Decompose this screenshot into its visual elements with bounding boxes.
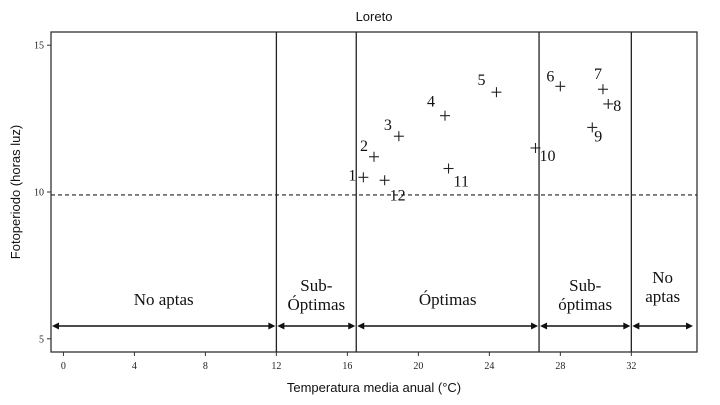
y-axis-label: Fotoperiodo (horas luz) [8,125,23,259]
point-label: 12 [390,187,406,204]
data-point-6: 6 [546,68,566,92]
x-tick-label: 28 [555,361,565,372]
point-label: 6 [546,68,554,85]
point-label: 9 [594,128,602,145]
point-label: 2 [360,138,368,155]
zone-label: No aptas [134,290,194,309]
x-tick-label: 0 [61,361,66,372]
x-tick-label: 12 [271,361,281,372]
point-label: 4 [427,94,435,111]
point-label: 3 [384,117,392,134]
x-tick-label: 20 [413,361,423,372]
data-point-2: 2 [360,138,379,162]
chart-title: Loreto [356,9,393,24]
x-axis-ticks: 0 4 8 12 16 20 24 28 32 [61,352,636,372]
zone-boundary-lines [275,32,632,352]
data-point-9: 9 [587,122,602,145]
data-point-11: 11 [443,163,469,191]
zone-label: No [652,268,673,287]
data-point-3: 3 [384,117,404,142]
point-label: 10 [540,148,556,165]
data-point-10: 10 [530,142,556,165]
point-label: 5 [477,72,485,89]
point-label: 1 [348,167,356,184]
data-point-7: 7 [594,66,608,95]
x-tick-label: 4 [132,361,137,372]
data-point-4: 4 [427,94,450,121]
zone-label: óptimas [558,295,612,314]
data-point-1: 1 [348,167,369,184]
zone-label: Sub- [300,276,332,295]
zone-label: Sub- [569,276,601,295]
y-axis-ticks: 5 10 15 [34,41,51,345]
zone-label: Óptimas [288,295,346,314]
point-label: 8 [613,98,621,115]
x-tick-label: 8 [203,361,208,372]
point-label: 7 [594,66,602,83]
data-point-12: 12 [379,175,406,204]
point-label: 11 [454,174,469,191]
x-tick-label: 16 [342,361,352,372]
y-tick-label: 5 [39,334,44,345]
data-point-8: 8 [603,98,621,115]
y-tick-label: 10 [34,188,44,199]
zone-label: Óptimas [419,290,477,309]
x-tick-label: 32 [626,361,636,372]
x-tick-label: 24 [484,361,494,372]
y-tick-label: 15 [34,41,44,52]
zone-label: aptas [645,287,680,306]
x-axis-label: Temperatura media anual (°C) [287,380,461,395]
data-point-5: 5 [477,72,502,98]
